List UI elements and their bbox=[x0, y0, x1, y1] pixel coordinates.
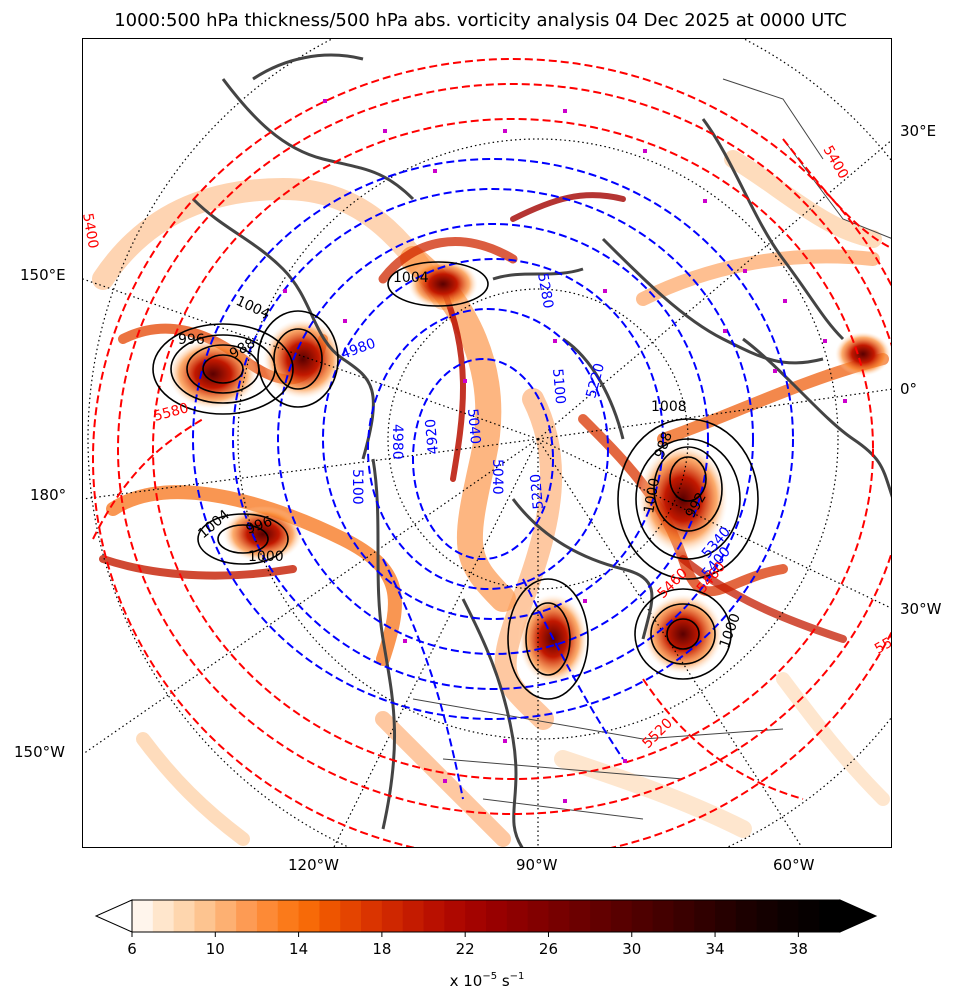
lon-label-120w: 120°W bbox=[288, 856, 339, 874]
map-panel: 5280 5100 4980 5040 4920 5040 4980 5100 … bbox=[82, 38, 892, 848]
colorbar-cell bbox=[569, 900, 591, 932]
colorbar-cell bbox=[236, 900, 258, 932]
colorbar-cell bbox=[735, 900, 758, 932]
colorbar-cell bbox=[819, 900, 841, 932]
colorbar-cell bbox=[610, 900, 633, 932]
lon-label-0: 0° bbox=[900, 380, 918, 398]
isobar-label: 1004 bbox=[233, 293, 272, 323]
colorbar-tick-label: 26 bbox=[539, 940, 558, 958]
colorbar-cell bbox=[777, 900, 799, 932]
colorbar-cell bbox=[256, 900, 279, 932]
colorbar-cell bbox=[444, 900, 466, 932]
thickness-label: 5580 bbox=[152, 400, 191, 425]
lon-label-150e: 150°E bbox=[20, 266, 66, 284]
colorbar-frame bbox=[131, 899, 841, 933]
colorbar-max-extend bbox=[839, 899, 878, 933]
colorbar-cell bbox=[319, 900, 341, 932]
chart-title: 1000:500 hPa thickness/500 hPa abs. vort… bbox=[114, 10, 847, 31]
colorbar-cell bbox=[798, 900, 820, 932]
isobar-label: 1000 bbox=[248, 549, 284, 565]
colorbar-cell bbox=[548, 900, 570, 932]
colorbar-cell bbox=[527, 900, 550, 932]
isobar-label: 1000 bbox=[641, 477, 663, 515]
colorbar-cell bbox=[361, 900, 383, 932]
colorbar-cell bbox=[152, 900, 175, 932]
colorbar-tick-label: 6 bbox=[127, 940, 137, 958]
thickness-label: 5220 bbox=[528, 473, 547, 510]
lon-label-30e: 30°E bbox=[900, 122, 937, 140]
colorbar-cell bbox=[277, 900, 300, 932]
thickness-label: 4920 bbox=[423, 418, 442, 455]
lon-label-180: 180° bbox=[30, 486, 67, 504]
lon-label-90w: 90°W bbox=[516, 856, 558, 874]
thickness-label: 5280 bbox=[534, 272, 556, 310]
colorbar-cell bbox=[486, 900, 508, 932]
thickness-label: 4980 bbox=[339, 336, 378, 363]
lon-label-150w: 150°W bbox=[14, 743, 65, 761]
colorbar-min-extend bbox=[94, 899, 133, 933]
colorbar-tick-label: 10 bbox=[206, 940, 225, 958]
isobar-label: 996 bbox=[178, 332, 205, 348]
station-markers bbox=[283, 99, 847, 803]
colorbar-cell bbox=[590, 900, 612, 932]
colorbar-cell bbox=[694, 900, 716, 932]
colorbar: 6 10 14 18 22 26 30 34 38 x 10−5 s−1 bbox=[0, 890, 961, 1000]
thickness-label: 5040 bbox=[464, 408, 483, 445]
colorbar-tick-label: 22 bbox=[456, 940, 475, 958]
mslp-isobars bbox=[152, 261, 759, 700]
vorticity-shading bbox=[92, 150, 890, 847]
isobar-label: 1000 bbox=[717, 611, 744, 650]
colorbar-cell bbox=[631, 900, 654, 932]
thickness-label: 5220 bbox=[583, 361, 608, 400]
colorbar-tick-label: 14 bbox=[289, 940, 308, 958]
thickness-cold-contours bbox=[192, 158, 794, 800]
thickness-label: 5100 bbox=[349, 469, 365, 505]
thickness-label: 5400 bbox=[820, 143, 852, 182]
colorbar-tick-label: 38 bbox=[789, 940, 808, 958]
colorbar-cell bbox=[423, 900, 445, 932]
colorbar-cell bbox=[340, 900, 362, 932]
colorbar-units: x 10−5 s−1 bbox=[450, 971, 525, 990]
colorbar-cell bbox=[652, 900, 675, 932]
colorbar-tick-label: 34 bbox=[706, 940, 725, 958]
lon-label-60w: 60°W bbox=[773, 856, 815, 874]
colorbar-svg: 6 10 14 18 22 26 30 34 38 x 10−5 s−1 bbox=[94, 899, 878, 990]
colorbar-cell bbox=[381, 900, 404, 932]
colorbar-cell bbox=[465, 900, 487, 932]
thickness-label: 4980 bbox=[389, 424, 405, 460]
colorbar-cell bbox=[715, 900, 737, 932]
map-canvas: 5280 5100 4980 5040 4920 5040 4980 5100 … bbox=[83, 39, 892, 847]
lon-label-30w: 30°W bbox=[900, 600, 942, 618]
thickness-label: 5100 bbox=[549, 368, 568, 405]
thickness-label: 5040 bbox=[489, 459, 505, 495]
isobar-label: 1008 bbox=[651, 399, 687, 415]
colorbar-tick-label: 18 bbox=[372, 940, 391, 958]
colorbar-cell bbox=[298, 900, 321, 932]
colorbar-cell bbox=[215, 900, 237, 932]
colorbar-cell bbox=[506, 900, 529, 932]
colorbar-cell bbox=[756, 900, 779, 932]
colorbar-cell bbox=[173, 900, 196, 932]
borders bbox=[412, 78, 891, 820]
thickness-label: 5520 bbox=[640, 715, 677, 752]
colorbar-cell bbox=[673, 900, 695, 932]
thickness-label: 5400 bbox=[83, 212, 101, 250]
colorbar-cell bbox=[194, 900, 216, 932]
thickness-label: 5580 bbox=[872, 626, 892, 658]
colorbar-cell bbox=[132, 900, 154, 932]
isobar-label: 1004 bbox=[393, 270, 429, 286]
colorbar-tick-label: 30 bbox=[622, 940, 641, 958]
thickness-warm-contours bbox=[92, 58, 891, 847]
colorbar-cell bbox=[402, 900, 425, 932]
